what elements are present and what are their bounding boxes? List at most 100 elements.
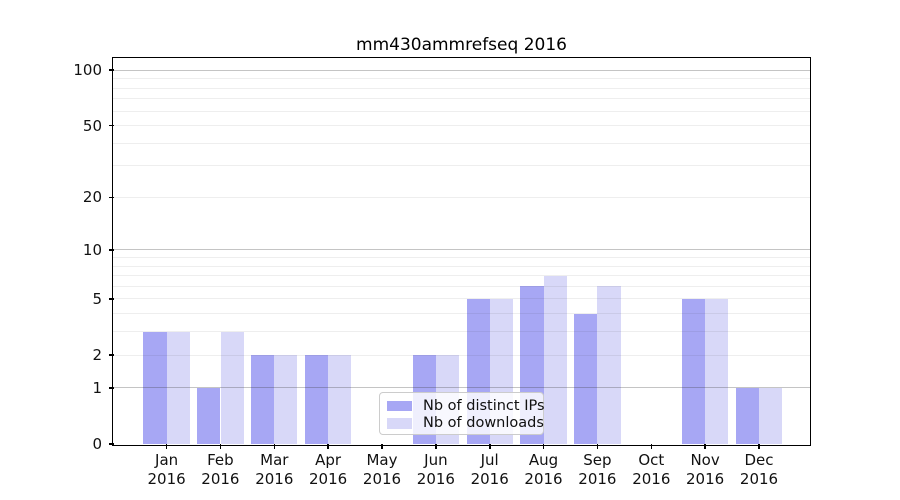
y-axis-tick-label: 50: [82, 116, 102, 135]
x-tick-mark: [650, 444, 652, 449]
y-gridline-minor: [113, 275, 810, 277]
x-tick-year: 2016: [362, 470, 402, 488]
y-axis-tick-label: 1: [92, 378, 102, 397]
y-tick-mark: [108, 443, 114, 445]
x-axis-tick-label: Jan 2016: [122, 451, 212, 489]
x-tick-year: 2016: [470, 470, 509, 488]
x-tick-month: Apr: [315, 451, 342, 469]
y-axis-tick-label: 5: [92, 289, 102, 308]
bar-distinct-ips: [735, 387, 759, 444]
y-gridline-minor: [113, 285, 810, 287]
y-tick-mark: [108, 354, 114, 356]
bar-downloads: [220, 331, 244, 444]
y-axis-tick-label: 100: [73, 61, 102, 80]
y-gridline-minor: [113, 125, 810, 126]
y-gridline-minor: [113, 313, 810, 315]
x-tick-mark: [327, 444, 329, 449]
x-tick-month: Oct: [638, 451, 665, 469]
bar-downloads: [166, 331, 190, 444]
legend-swatch: [387, 400, 412, 411]
bar-distinct-ips: [574, 313, 598, 444]
y-gridline-minor: [113, 165, 810, 167]
y-tick-mark: [108, 249, 114, 251]
x-axis-tick-label: Oct 2016: [606, 451, 696, 489]
x-tick-month: Feb: [207, 451, 234, 469]
y-axis-tick-label: 2: [92, 346, 102, 364]
y-gridline-major: [113, 249, 810, 251]
x-tick-mark: [219, 444, 222, 449]
y-tick-mark: [108, 196, 114, 199]
x-tick-mark: [489, 444, 491, 449]
x-tick-month: Sep: [583, 451, 612, 469]
x-tick-month: Jan: [155, 451, 179, 469]
bar-distinct-ips: [305, 355, 329, 444]
x-axis-tick-label: Jul 2016: [445, 451, 535, 489]
bar-downloads: [328, 355, 352, 444]
x-axis-tick-label: Feb 2016: [175, 451, 265, 489]
legend-item: Nb of downloads: [387, 415, 544, 433]
x-tick-year: 2016: [201, 470, 240, 488]
bar-distinct-ips: [197, 387, 221, 444]
y-gridline-minor: [113, 78, 810, 80]
x-tick-mark: [704, 444, 706, 449]
x-tick-mark: [381, 444, 383, 449]
x-tick-year: 2016: [524, 470, 563, 488]
plot-area: [111, 57, 811, 446]
x-axis-tick-label: Dec 2016: [714, 451, 804, 489]
chart-title: mm430ammrefseq 2016: [356, 35, 567, 55]
y-axis-tick-label: 20: [82, 188, 102, 207]
x-axis-tick-label: Sep 2016: [552, 451, 642, 489]
x-tick-month: Jun: [424, 451, 448, 469]
y-tick-mark: [108, 298, 114, 300]
y-tick-mark: [108, 387, 114, 389]
y-gridline-minor: [113, 331, 810, 333]
bar-downloads: [597, 286, 621, 444]
x-tick-month: Jul: [480, 451, 499, 469]
bar-downloads: [705, 298, 729, 444]
x-tick-year: 2016: [255, 470, 294, 488]
x-axis-tick-label: Nov 2016: [660, 451, 750, 489]
bar-downloads: [759, 387, 783, 444]
x-tick-month: Nov: [690, 451, 720, 469]
legend-label: Nb of downloads: [423, 415, 544, 432]
x-tick-year: 2016: [147, 470, 186, 488]
x-axis-tick-label: Apr 2016: [283, 451, 373, 489]
x-axis-tick-label: Aug 2016: [499, 451, 589, 489]
x-tick-month: Mar: [260, 451, 289, 469]
x-tick-month: Aug: [528, 451, 559, 469]
legend-item: Nb of distinct IPs: [387, 397, 545, 415]
bar-downloads: [543, 275, 567, 444]
y-gridline-minor: [113, 298, 810, 300]
x-tick-year: 2016: [309, 470, 348, 488]
x-tick-mark: [165, 444, 168, 449]
y-gridline-minor: [113, 257, 810, 258]
x-tick-mark: [596, 444, 599, 449]
y-tick-mark: [108, 69, 114, 71]
y-gridline-minor: [113, 98, 810, 100]
x-tick-year: 2016: [416, 470, 455, 488]
y-axis-tick-label: 10: [82, 240, 102, 259]
y-gridline-minor: [113, 354, 810, 356]
y-tick-mark: [108, 124, 114, 127]
legend-label: Nb of distinct IPs: [423, 397, 545, 414]
x-tick-year: 2016: [739, 470, 779, 488]
y-gridline-minor: [113, 110, 810, 112]
x-tick-year: 2016: [686, 470, 725, 488]
x-tick-mark: [273, 444, 276, 449]
x-axis-tick-label: Mar 2016: [229, 451, 319, 489]
x-tick-mark: [435, 444, 437, 449]
x-tick-year: 2016: [578, 470, 617, 488]
y-axis-tick-label: 0: [92, 435, 102, 453]
x-tick-month: Dec: [744, 451, 774, 469]
y-gridline-minor: [113, 87, 810, 89]
y-gridline-major: [113, 387, 810, 389]
bar-distinct-ips: [681, 298, 706, 444]
x-tick-mark: [758, 444, 760, 449]
legend-swatch: [387, 418, 412, 429]
y-gridline-major: [113, 69, 810, 71]
x-axis-tick-label: May 2016: [337, 451, 427, 489]
x-tick-mark: [542, 444, 545, 449]
x-tick-year: 2016: [632, 470, 671, 488]
x-axis-tick-label: Jun 2016: [391, 451, 481, 489]
bar-downloads: [274, 355, 298, 444]
